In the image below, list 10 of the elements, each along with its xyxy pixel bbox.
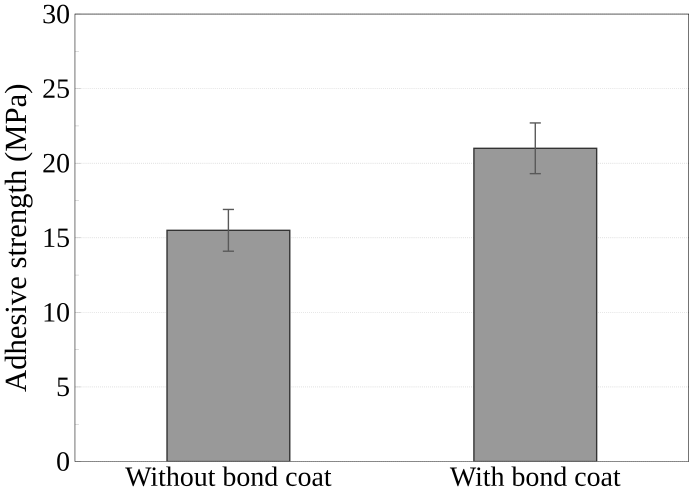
y-tick-label: 0	[57, 452, 69, 471]
y-tick-label: 25	[43, 79, 69, 98]
y-axis-title: Adhesive strength (MPa)	[4, 84, 33, 392]
y-tick-label: 15	[44, 228, 69, 248]
y-tick-label: 20	[43, 154, 69, 173]
x-tick-label: Without bond coat	[125, 466, 332, 486]
y-tick-label: 10	[44, 303, 69, 322]
x-tick-label: With bond coat	[450, 466, 621, 486]
y-tick-label: 30	[43, 4, 69, 24]
y-tick-label: 5	[58, 378, 69, 396]
